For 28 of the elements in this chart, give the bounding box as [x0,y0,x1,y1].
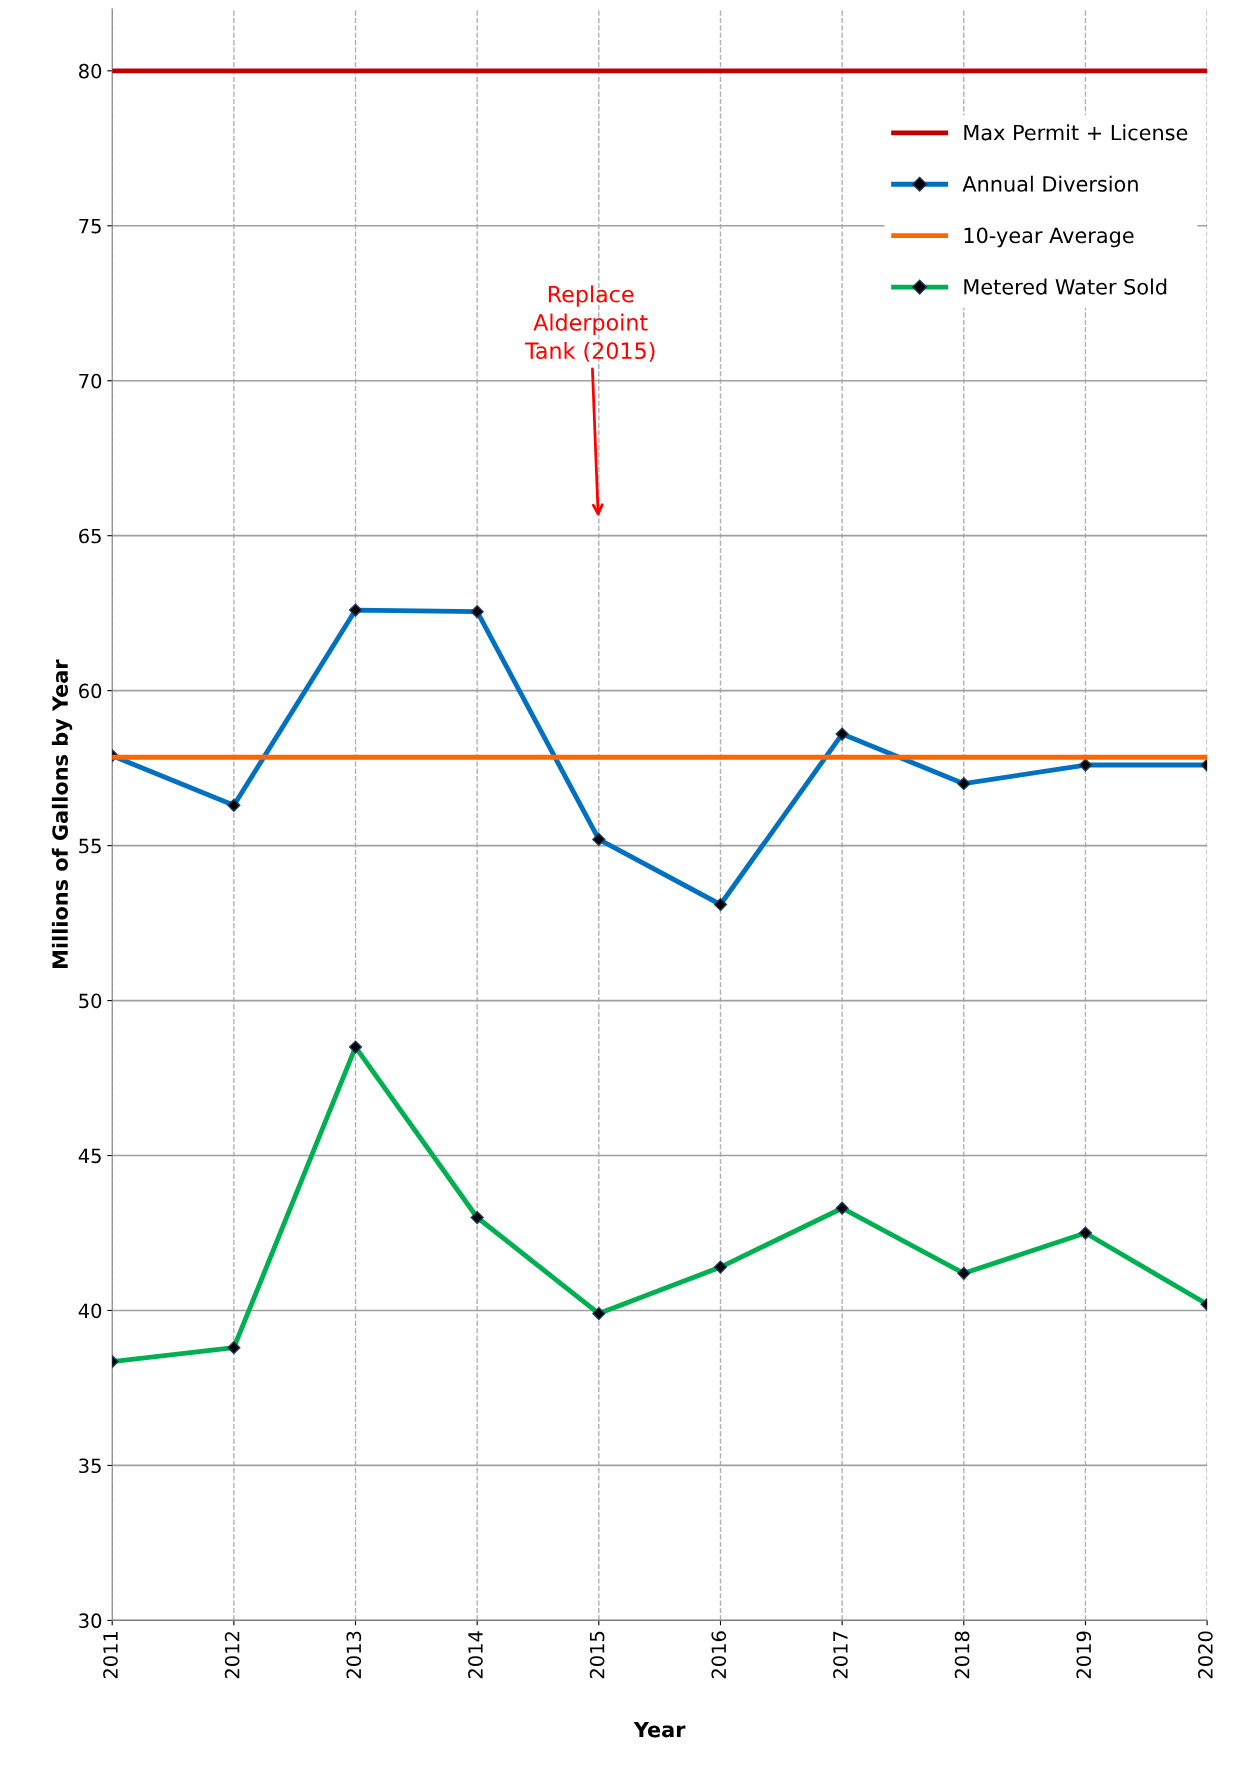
legend-label: Metered Water Sold [964,278,1167,295]
x-tick-label: 2017 [833,1631,848,1679]
legend-label: 10-year Average [964,227,1134,248]
y-tick-label: 35 [79,1458,101,1474]
x-tick-label: 2014 [468,1631,483,1679]
x-tick-label: 2019 [1076,1631,1092,1679]
x-tick-label: 2013 [346,1631,362,1679]
y-tick-label: 65 [79,528,101,544]
y-tick-label: 40 [78,1303,102,1319]
x-tick-label: 2016 [711,1631,727,1679]
y-tick-label: 80 [79,63,102,79]
y-tick-label: 55 [79,838,101,854]
x-tick-label: 2020 [1198,1631,1213,1679]
x-tick-label: 2011 [103,1631,118,1679]
legend-label: Max Permit + License [964,124,1188,141]
legend-label: Annual Diversion [962,175,1138,192]
y-tick-label: 45 [78,1148,101,1164]
x-tick-label: 2015 [589,1631,605,1679]
y-tick-label: 50 [79,993,102,1009]
y-tick-label: 30 [79,1613,102,1629]
y-tick-label: 60 [79,683,102,699]
x-tick-label: 2018 [954,1631,970,1679]
annotation: Replace Alderpoint Tank (2015) [524,285,655,362]
y-tick-label: 70 [79,373,102,389]
x-axis-title: Year [633,1721,686,1738]
y-tick-label: 75 [79,219,101,234]
x-tick-label: 2012 [224,1632,240,1679]
y-axis-title: Millions of Gallons by Year [51,659,73,968]
